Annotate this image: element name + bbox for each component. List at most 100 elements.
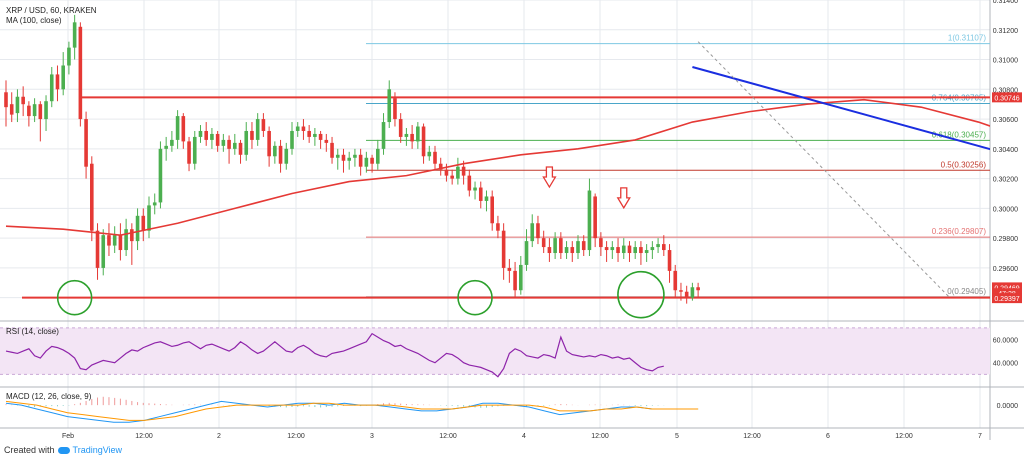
candle-body	[427, 151, 432, 157]
candle-body	[421, 126, 426, 157]
candle-body	[330, 142, 334, 158]
footer-brand[interactable]: TradingView	[72, 445, 123, 455]
candle-body	[541, 238, 546, 248]
candle-body	[553, 238, 557, 254]
candle-body	[467, 175, 472, 191]
candle-body	[72, 22, 77, 48]
support-circle	[457, 279, 493, 316]
candle-body	[152, 202, 157, 206]
time-tick-label: 12:00	[287, 433, 305, 440]
candle-body	[204, 130, 208, 140]
candle-body	[135, 215, 140, 242]
candle-body	[101, 235, 106, 268]
fib-level-label: 0.618(0.30457)	[932, 130, 987, 139]
candle-body	[250, 130, 254, 140]
candle-body	[410, 133, 414, 142]
time-tick-label: 4	[522, 433, 526, 440]
candle-body	[261, 119, 266, 131]
candle-body	[95, 230, 100, 268]
candle-body	[456, 166, 460, 179]
candle-body	[9, 104, 14, 115]
fib-level-label: 1(0.31107)	[948, 34, 986, 43]
ma-line	[5, 98, 990, 236]
candle-body	[604, 247, 609, 251]
support-circle	[617, 270, 665, 319]
candle-body	[433, 151, 437, 164]
candle-body	[78, 26, 83, 120]
candle-body	[679, 290, 683, 292]
candle-body	[398, 119, 403, 137]
time-tick-label: 6	[826, 433, 830, 440]
time-tick-label: 12:00	[135, 433, 153, 440]
candle-body	[158, 148, 163, 203]
price-tick-label: 0.30400	[993, 147, 1018, 154]
ma-legend: MA (100, close)	[6, 16, 62, 25]
candle-body	[175, 116, 180, 140]
candle-body	[639, 247, 643, 254]
candle-body	[507, 267, 512, 271]
candle-body	[112, 235, 117, 246]
candle-body	[490, 196, 494, 224]
macd-legend: MACD (12, 26, close, 9)	[6, 392, 92, 401]
price-tick-label: 0.30000	[993, 206, 1018, 213]
candle-body	[684, 291, 689, 298]
rsi-tick-label: 40.0000	[993, 361, 1018, 368]
candle-body	[130, 229, 134, 242]
candle-body	[559, 238, 563, 254]
candle-body	[644, 250, 649, 254]
footer-created-with: Created with	[4, 445, 55, 455]
candle-body	[15, 96, 20, 114]
candle-body	[536, 223, 540, 239]
candle-body	[673, 270, 678, 291]
candle-body	[513, 270, 517, 291]
candle-body	[444, 169, 449, 176]
rsi-background	[0, 327, 990, 375]
horizontal-levels	[22, 96, 990, 299]
candle-body	[576, 241, 580, 254]
candle-body	[599, 238, 603, 248]
rsi-pane	[5, 332, 664, 378]
price-tick-label: 0.31000	[993, 58, 1018, 65]
fib-level-label: 0.5(0.30256)	[941, 160, 987, 169]
candle-body	[32, 104, 37, 117]
candle-body	[616, 247, 620, 254]
candle-body	[484, 196, 489, 201]
candle-body	[347, 157, 351, 161]
time-tick-label: 2	[217, 433, 221, 440]
candle-body	[564, 247, 569, 254]
price-tick-label: 0.29800	[993, 236, 1018, 243]
rsi-band	[0, 327, 990, 375]
candle-body	[496, 223, 500, 231]
candle-body	[473, 187, 477, 191]
candle-body	[696, 287, 700, 291]
time-tick-label: 12:00	[439, 433, 457, 440]
candle-body	[318, 133, 323, 140]
candle-body	[324, 139, 329, 143]
candle-body	[44, 101, 48, 120]
rsi-line	[5, 332, 664, 378]
candle-body	[90, 163, 94, 231]
annotations	[56, 166, 665, 319]
candle-body	[501, 230, 506, 268]
candle-body	[233, 142, 237, 149]
macd-tick-label: 0.0000	[997, 403, 1019, 410]
candle-body	[284, 148, 289, 164]
time-tick-label: 12:00	[743, 433, 761, 440]
candle-body	[27, 105, 31, 117]
candle-body	[478, 187, 483, 201]
candle-body	[387, 89, 392, 123]
fib-level-label: 0.236(0.29807)	[932, 227, 987, 236]
time-tick-label: 7	[978, 433, 982, 440]
candle-body	[147, 205, 151, 231]
candle-body	[358, 154, 363, 167]
price-badge-label: 0.30746	[994, 95, 1019, 102]
candle-body	[221, 139, 226, 146]
price-badge	[992, 92, 1022, 103]
candle-body	[313, 133, 317, 137]
macd-line	[5, 400, 699, 423]
candle-body	[164, 145, 168, 149]
candle-body	[215, 133, 220, 146]
candle-body	[21, 96, 25, 105]
candle-body	[198, 130, 203, 137]
